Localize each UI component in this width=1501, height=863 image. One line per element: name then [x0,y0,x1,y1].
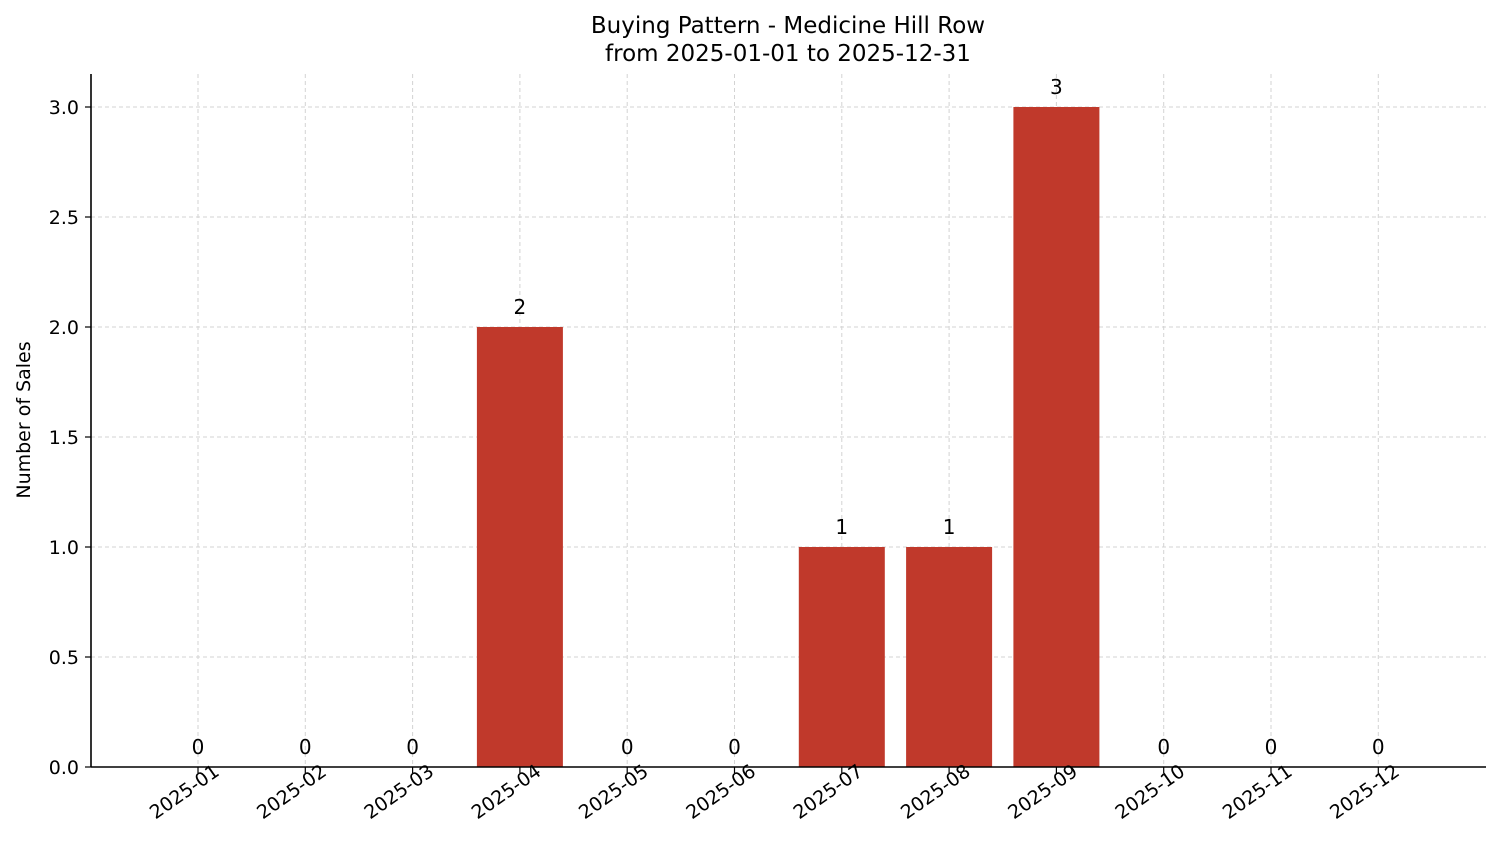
bar [476,327,563,767]
data-label: 2 [514,295,527,319]
data-label: 3 [1050,75,1063,99]
y-axis-label: Number of Sales [13,341,35,498]
x-tick-label: 2025-04 [468,760,546,824]
x-tick-label: 2025-01 [146,760,224,824]
y-tick-label: 1.0 [49,537,79,559]
label-layer: 0 0 0 2 0 0 1 1 3 0 0 0 [192,75,1385,759]
y-tick-label: 1.5 [49,427,79,449]
y-tick-label: 2.5 [49,207,79,229]
bar-layer [476,107,1100,767]
x-tick-label: 2025-02 [253,760,331,824]
x-tick-label: 2025-07 [790,760,868,824]
bar [1013,107,1100,767]
data-label: 0 [1157,735,1170,759]
chart-title: Buying Pattern - Medicine Hill Row [591,13,985,39]
bar [906,547,993,767]
x-tick-label: 2025-05 [575,760,653,824]
data-label: 0 [299,735,312,759]
chart-subtitle: from 2025-01-01 to 2025-12-31 [605,41,971,67]
y-tick-label: 0.5 [49,647,79,669]
bar [798,547,885,767]
data-label: 0 [621,735,634,759]
data-label: 1 [835,515,848,539]
y-tick-label: 2.0 [49,317,79,339]
x-tick-label: 2025-12 [1326,760,1404,824]
data-label: 0 [192,735,205,759]
x-tick-label: 2025-11 [1219,760,1297,824]
y-tick-label: 0.0 [49,757,79,779]
y-tick-label: 3.0 [49,97,79,119]
x-tick-label: 2025-09 [1004,760,1082,824]
data-label: 0 [1372,735,1385,759]
data-label: 0 [406,735,419,759]
grid-layer [91,74,1486,768]
x-tick-label: 2025-03 [360,760,438,824]
x-tick-label: 2025-06 [682,760,760,824]
data-label: 0 [728,735,741,759]
axis-layer: 0.0 0.5 1.0 1.5 2.0 2.5 3.0 2025-01 2025-02 2025-… [49,74,1486,824]
x-tick-label: 2025-08 [897,760,975,824]
data-label: 0 [1265,735,1278,759]
x-tick-label: 2025-10 [1111,760,1189,824]
data-label: 1 [943,515,956,539]
